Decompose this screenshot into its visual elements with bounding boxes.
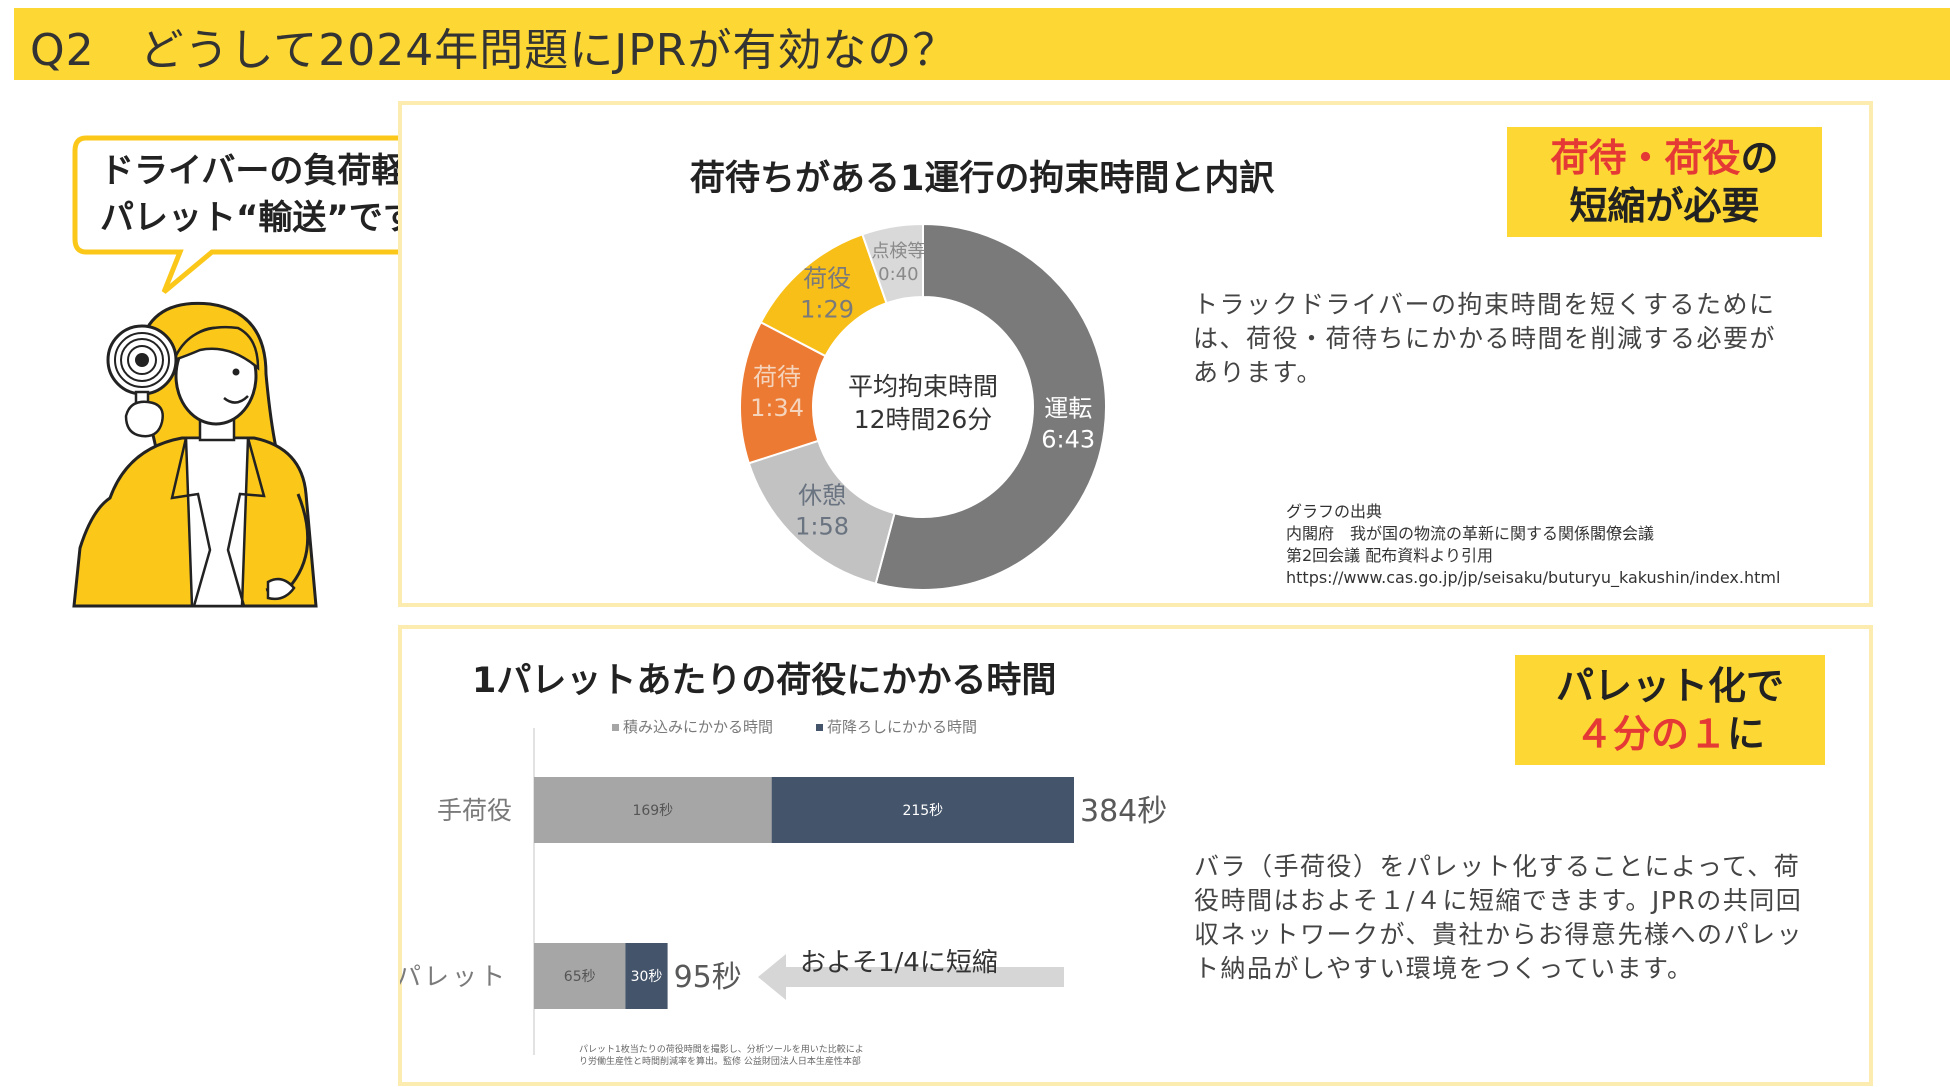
source-line: 内閣府 我が国の物流の革新に関する関係閣僚会議	[1286, 524, 1655, 543]
donut-center-line-1: 平均拘束時間	[847, 372, 998, 401]
donut-slice-name: 運転	[1044, 395, 1092, 423]
bar-segment	[625, 943, 668, 1009]
bottom-callout-line-1: パレット化で	[1555, 664, 1784, 708]
bottom-callout-emphasis: ４分の１	[1574, 712, 1727, 756]
top-callout: 荷待・荷役の 短縮が必要	[1507, 127, 1822, 237]
donut-chart-title: 荷待ちがある1運行の拘束時間と内訳	[690, 159, 1275, 199]
donut-slice-name: 荷役	[803, 265, 851, 293]
donut-slice-点検等	[861, 222, 924, 305]
legend-label: 荷降ろしにかかる時間	[827, 718, 977, 736]
bottom-callout: パレット化で ４分の１に	[1515, 655, 1825, 765]
reduction-arrow	[758, 954, 1064, 1000]
bar-value-label: 169秒	[632, 803, 673, 819]
donut-slice-name: 荷待	[753, 363, 801, 391]
bar-value-label: 215秒	[902, 803, 943, 819]
donut-center-label: 平均拘束時間 12時間26分	[823, 370, 1023, 436]
legend-label: 積み込みにかかる時間	[623, 718, 773, 736]
legend-swatch	[816, 724, 823, 731]
category-label: 手荷役	[437, 796, 512, 825]
bar-total-label: 384秒	[1080, 794, 1167, 829]
bottom-description: バラ（手荷役）をパレット化することによって、荷役時間はおよそ１/４に短縮できます…	[1194, 852, 1804, 983]
donut-slice-value: 1:29	[800, 296, 854, 324]
bar-value-label: 30秒	[631, 969, 663, 985]
donut-slice-name: 点検等	[871, 241, 925, 262]
bottom-callout-suffix: に	[1726, 712, 1765, 756]
top-description: トラックドライバーの拘束時間を短くするためには、荷役・荷待ちにかかる時間を削減す…	[1193, 290, 1777, 387]
top-callout-line-2: 短縮が必要	[1569, 184, 1760, 228]
bar-segment	[534, 777, 772, 843]
footnote-line: パレット1枚当たりの荷役時間を撮影し、分析ツールを用いた比較によ	[579, 1045, 864, 1055]
bar-chart-title: 1パレットあたりの荷役にかかる時間	[472, 661, 1057, 701]
reduction-annotation: およそ1/4に短縮	[800, 948, 998, 978]
donut-slice-value: 1:34	[750, 394, 804, 422]
bar-chart-footnote: パレット1枚当たりの荷役時間を撮影し、分析ツールを用いた比較によ り労働生産性と…	[579, 1044, 864, 1068]
footnote-line: り労働生産性と時間削減率を算出。監修 公益財団法人日本生産性本部	[579, 1057, 861, 1067]
bar-segment	[534, 943, 626, 1009]
donut-slice-value: 0:40	[878, 264, 918, 285]
category-label: パレット	[400, 962, 508, 991]
bar-value-label: 65秒	[564, 969, 596, 985]
character-illustration	[72, 301, 318, 608]
legend-swatch	[612, 724, 619, 731]
donut-center-line-2: 12時間26分	[853, 405, 993, 434]
speech-text: ドライバーの負荷軽減の鍵は、 パレット“輸送”です！	[100, 148, 575, 242]
top-callout-emphasis: 荷待・荷役	[1550, 136, 1741, 180]
source-line: 第2回会議 配布資料より引用	[1286, 546, 1493, 565]
donut-slice-value: 6:43	[1041, 426, 1095, 454]
donut-slice-name: 休憩	[798, 482, 846, 510]
source-url[interactable]: https://www.cas.go.jp/jp/seisaku/buturyu…	[1286, 568, 1781, 587]
chart-source: グラフの出典 内閣府 我が国の物流の革新に関する関係閣僚会議 第2回会議 配布資…	[1286, 501, 1780, 589]
speech-line-2: パレット“輸送”です！	[100, 198, 451, 238]
donut-slice-value: 1:58	[795, 513, 849, 541]
header-bar	[14, 8, 1950, 80]
source-line: グラフの出典	[1286, 502, 1383, 521]
bar-segment	[771, 777, 1074, 843]
page-title: Q2 どうして2024年問題にJPRが有効なの？	[30, 25, 958, 76]
top-callout-suffix: の	[1740, 136, 1779, 180]
bar-total-label: 95秒	[674, 960, 742, 995]
donut-slice-運転	[874, 222, 1107, 591]
